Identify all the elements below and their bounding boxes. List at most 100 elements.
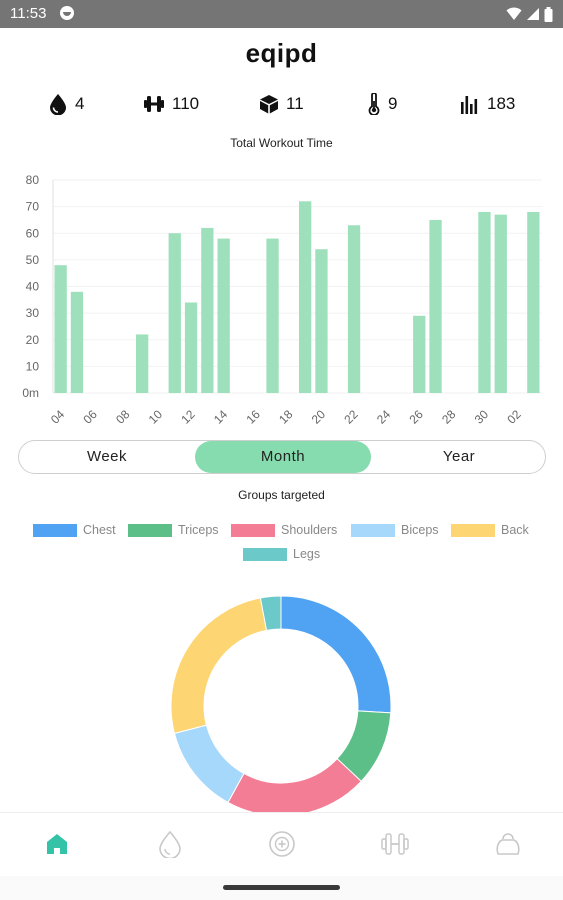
legend-label: Biceps xyxy=(401,523,439,537)
workout-chart-title: Total Workout Time xyxy=(230,136,333,150)
bar xyxy=(315,249,328,393)
slice-legs xyxy=(259,595,282,631)
legend-item-chest[interactable]: Chest xyxy=(33,522,116,538)
period-week-button[interactable]: Week xyxy=(86,448,128,465)
stats-row: 4 110 11 9 183 xyxy=(0,90,563,118)
bar xyxy=(70,291,84,393)
bar xyxy=(413,315,426,393)
legend-label: Shoulders xyxy=(281,523,338,537)
period-toggle: Week Month Year xyxy=(18,440,546,474)
legend-item-triceps[interactable]: Triceps xyxy=(128,522,219,538)
nav-add-workout[interactable] xyxy=(265,827,299,861)
legend-label: Triceps xyxy=(178,523,219,537)
bottom-nav xyxy=(0,812,563,877)
x-tick-label: 08 xyxy=(113,407,133,427)
x-tick-label: 16 xyxy=(244,407,264,427)
bar xyxy=(299,201,312,393)
slice-shoulders xyxy=(227,758,362,812)
x-tick-label: 22 xyxy=(341,407,361,427)
status-bar: 11:53 xyxy=(0,0,563,28)
x-tick-label: 02 xyxy=(504,407,524,427)
slice-back xyxy=(170,597,268,734)
drop-icon xyxy=(159,830,181,858)
stat-temperature[interactable]: 9 xyxy=(367,90,397,118)
y-tick-label: 20 xyxy=(26,333,40,347)
x-tick-label: 26 xyxy=(407,407,427,427)
stat-value: 11 xyxy=(286,94,304,113)
x-tick-label: 28 xyxy=(439,407,459,427)
nav-home[interactable] xyxy=(40,827,74,861)
legend-swatch xyxy=(128,523,172,537)
legend-swatch xyxy=(33,523,77,537)
x-tick-label: 24 xyxy=(374,407,394,427)
stat-value: 183 xyxy=(487,94,516,113)
stat-cubes[interactable]: 11 xyxy=(259,90,304,118)
legend-item-shoulders[interactable]: Shoulders xyxy=(231,522,337,538)
dumbbell-icon xyxy=(381,833,409,855)
x-tick-label: 12 xyxy=(178,407,198,427)
slice-chest xyxy=(280,595,392,714)
stat-equipment[interactable]: 110 xyxy=(143,90,199,118)
add-workout-icon xyxy=(269,831,295,857)
x-tick-label: 10 xyxy=(146,407,166,427)
thermometer-icon xyxy=(368,93,380,115)
y-tick-label: 80 xyxy=(26,173,40,187)
groups-chart-title: Groups targeted xyxy=(238,488,325,502)
dumbbell-icon xyxy=(144,96,164,112)
legend-label: Legs xyxy=(293,547,321,561)
bar xyxy=(168,233,181,393)
period-month-button[interactable]: Month xyxy=(195,441,371,473)
nav-drop[interactable] xyxy=(153,827,187,861)
bar xyxy=(217,238,230,393)
legend-swatch xyxy=(451,523,495,537)
drop-icon xyxy=(50,94,66,115)
status-time: 11:53 xyxy=(10,5,47,22)
period-year-button[interactable]: Year xyxy=(442,448,476,465)
legend-swatch xyxy=(351,523,395,537)
stat-value: 9 xyxy=(388,94,398,113)
cube-icon xyxy=(260,95,278,114)
notification-icon xyxy=(60,6,74,20)
y-tick-label: 50 xyxy=(26,253,40,267)
stat-drops[interactable]: 4 xyxy=(48,90,84,118)
y-tick-label: 60 xyxy=(26,226,40,240)
nav-profile[interactable] xyxy=(491,827,525,861)
legend-label: Chest xyxy=(83,523,116,537)
bar-chart-icon xyxy=(461,96,478,114)
bar xyxy=(136,334,149,393)
legend-swatch xyxy=(231,523,275,537)
bar xyxy=(201,227,214,393)
groups-donut-chart xyxy=(170,595,392,812)
x-tick-label: 14 xyxy=(211,407,231,427)
slice-biceps xyxy=(173,724,245,804)
y-tick-label: 30 xyxy=(26,306,40,320)
legend-item-biceps[interactable]: Biceps xyxy=(351,522,439,538)
bar xyxy=(266,238,279,393)
x-tick-label: 30 xyxy=(472,407,492,427)
legend-item-legs[interactable]: Legs xyxy=(243,546,320,562)
y-tick-label: 40 xyxy=(26,280,40,294)
stat-total[interactable]: 183 xyxy=(460,90,515,118)
bar xyxy=(494,214,507,393)
y-tick-label: 70 xyxy=(26,200,40,214)
app-title: eqipd xyxy=(245,38,318,68)
stat-value: 110 xyxy=(172,94,200,113)
legend-swatch xyxy=(243,547,287,561)
y-tick-label: 0m xyxy=(22,386,39,400)
kettlebell-icon xyxy=(496,833,520,855)
legend-item-back[interactable]: Back xyxy=(451,522,529,538)
x-tick-label: 04 xyxy=(48,407,68,427)
bar xyxy=(184,302,198,393)
battery-icon xyxy=(544,6,553,22)
workout-time-chart: 0m 10 20 30 40 50 60 70 80 04 06 08 10 12 14 16 18 20 22 24… xyxy=(22,173,542,427)
bar xyxy=(347,225,361,393)
legend-label: Back xyxy=(501,523,529,537)
bar xyxy=(478,211,491,393)
bar xyxy=(527,211,540,393)
home-indicator[interactable] xyxy=(223,885,340,890)
nav-equipment[interactable] xyxy=(378,827,412,861)
gesture-bar xyxy=(0,876,563,900)
status-icons xyxy=(506,5,553,23)
x-tick-label: 20 xyxy=(309,407,329,427)
bar xyxy=(429,219,442,393)
